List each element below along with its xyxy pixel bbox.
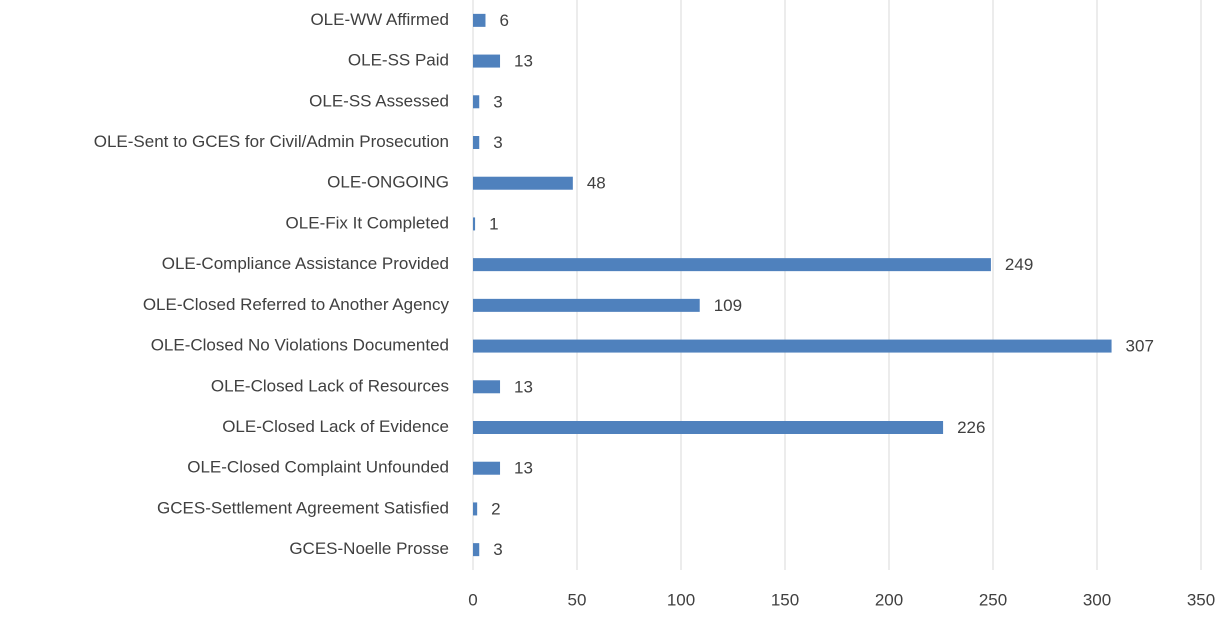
value-label: 6 <box>499 11 508 30</box>
y-tick-label: OLE-ONGOING <box>327 173 449 192</box>
y-tick-label: OLE-WW Affirmed <box>310 10 449 29</box>
bar <box>473 543 480 557</box>
value-label: 3 <box>493 92 502 111</box>
bar <box>473 176 573 190</box>
y-tick-label: OLE-SS Assessed <box>309 91 449 110</box>
x-tick-label: 250 <box>979 590 1007 609</box>
bar <box>473 339 1112 353</box>
bar <box>473 217 476 231</box>
y-tick-label: OLE-Compliance Assistance Provided <box>162 254 449 273</box>
bar <box>473 380 501 394</box>
bar <box>473 136 480 149</box>
y-tick-label: GCES-Noelle Prosse <box>289 539 449 558</box>
bar <box>473 298 700 312</box>
bar <box>473 13 486 27</box>
x-tick-label: 50 <box>568 590 587 609</box>
value-label: 3 <box>493 540 502 559</box>
bar <box>473 54 501 68</box>
bar <box>473 421 944 434</box>
value-label: 13 <box>514 377 533 396</box>
value-label: 1 <box>489 214 498 233</box>
bar <box>473 258 991 272</box>
y-tick-label: GCES-Settlement Agreement Satisfied <box>157 498 449 517</box>
bar <box>473 502 478 516</box>
y-tick-label: OLE-Closed Referred to Another Agency <box>143 295 450 314</box>
x-tick-label: 350 <box>1187 590 1215 609</box>
x-tick-label: 200 <box>875 590 903 609</box>
x-tick-label: 100 <box>667 590 695 609</box>
value-label: 249 <box>1005 255 1033 274</box>
y-tick-label: OLE-Closed Complaint Unfounded <box>187 458 449 477</box>
value-label: 109 <box>714 296 742 315</box>
y-tick-label: OLE-Closed No Violations Documented <box>151 336 449 355</box>
bar <box>473 95 480 109</box>
y-tick-label: OLE-Closed Lack of Evidence <box>222 417 449 436</box>
y-tick-label: OLE-Closed Lack of Resources <box>211 376 449 395</box>
value-label: 2 <box>491 499 500 518</box>
y-tick-label: OLE-Fix It Completed <box>286 213 449 232</box>
x-tick-label: 150 <box>771 590 799 609</box>
value-label: 13 <box>514 52 533 71</box>
value-label: 3 <box>493 133 502 152</box>
y-tick-label: OLE-Sent to GCES for Civil/Admin Prosecu… <box>94 132 449 151</box>
x-tick-label: 0 <box>468 590 477 609</box>
y-tick-label: OLE-SS Paid <box>348 51 449 70</box>
value-label: 13 <box>514 459 533 478</box>
bar <box>473 461 501 475</box>
value-label: 226 <box>957 418 985 437</box>
value-label: 307 <box>1126 337 1154 356</box>
value-label: 48 <box>587 174 606 193</box>
x-tick-label: 300 <box>1083 590 1111 609</box>
